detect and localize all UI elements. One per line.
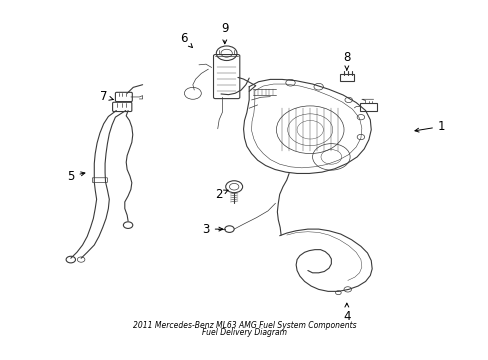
Text: 2011 Mercedes-Benz ML63 AMG Fuel System Components: 2011 Mercedes-Benz ML63 AMG Fuel System … xyxy=(132,321,356,330)
Text: Fuel Delivery Diagram: Fuel Delivery Diagram xyxy=(202,328,286,337)
Text: 3: 3 xyxy=(202,222,223,235)
Text: 5: 5 xyxy=(67,170,85,183)
Text: 4: 4 xyxy=(343,303,350,323)
Text: 7: 7 xyxy=(100,90,113,103)
Text: 6: 6 xyxy=(180,32,192,48)
Text: 2: 2 xyxy=(215,188,227,201)
Text: 9: 9 xyxy=(221,22,228,44)
Text: 8: 8 xyxy=(343,51,350,70)
Text: 1: 1 xyxy=(414,120,445,133)
